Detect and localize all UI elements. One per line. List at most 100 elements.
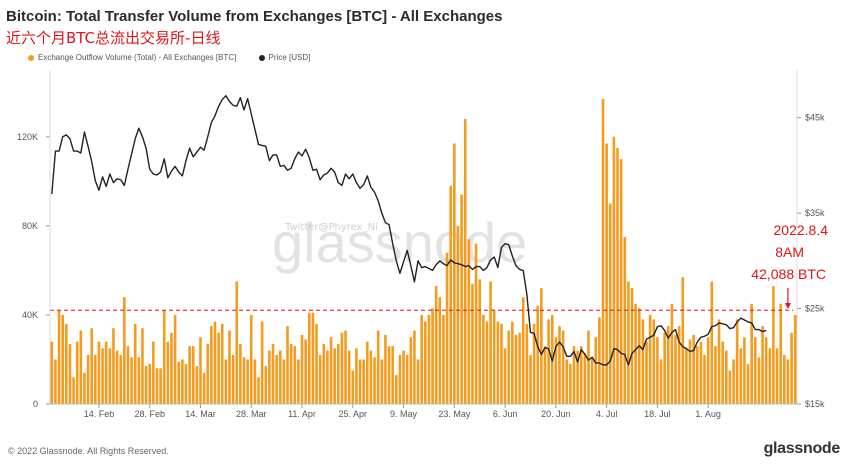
bar [442,314,445,404]
legend-item-outflow[interactable]: Exchange Outflow Volume (Total) - All Ex… [28,53,236,62]
bar [75,341,79,404]
bar [177,361,181,404]
footer-brand: glassnode [763,440,841,457]
bar [224,359,228,404]
bar [612,136,616,405]
x-tick-label: 20. Jun [541,409,571,419]
bar [199,337,202,404]
bar [641,319,645,404]
bar [152,341,155,404]
annotation-volume: 42,088 BTC [751,266,826,282]
bar [543,346,547,404]
bar [717,319,721,404]
bar [772,285,775,404]
bar [123,297,126,404]
bar [511,321,514,404]
bar [65,323,68,404]
y-left-tick-label: 80K [22,221,38,231]
price-line [51,95,767,366]
bar [311,312,315,404]
bar [239,343,242,404]
bar [108,348,112,404]
y-left-tick-label: 120K [17,132,38,142]
bar [384,334,387,404]
bar [307,312,311,404]
bar [405,355,409,404]
bar [663,332,666,404]
bar [681,277,685,404]
bar [97,341,101,404]
bar [347,350,351,404]
axes: 14. Feb 28. Feb 14. Mar 28. Mar 11. Apr 25. A… [17,70,825,419]
bar [685,348,688,404]
bar [460,194,463,404]
bar [598,317,601,404]
bar [315,323,318,404]
bar [57,310,61,404]
legend-item-price[interactable]: Price [USD] [258,53,310,62]
bar [601,98,605,404]
bar [358,359,362,404]
bar [703,355,706,404]
x-tick-label: 18. Jul [644,409,671,419]
y-left-tick-label: 40K [22,310,38,320]
bar [420,314,423,404]
bar [474,243,478,404]
bar [391,346,394,404]
bar [692,334,695,404]
bar [104,341,108,404]
bar [594,337,598,404]
bar [133,323,137,404]
bar [79,330,83,404]
bar [344,330,347,404]
bar [547,319,550,404]
bar [590,357,594,404]
bar [746,363,750,404]
x-tick-label: 25. Apr [339,409,368,419]
bar [634,303,637,404]
bar [253,359,257,404]
bar [181,359,184,404]
bar [61,314,64,404]
bar [170,332,173,404]
legend-swatch-price [258,54,265,61]
bar [249,314,253,404]
bar [514,334,518,404]
bar [86,355,90,404]
bar [438,297,442,404]
bar [68,343,72,404]
bar [579,346,583,404]
bar [666,326,670,404]
bar [786,359,790,404]
annotation-date: 2022.8.4 [773,222,829,238]
bar [322,343,326,404]
bar [318,355,322,404]
bar [456,225,460,404]
bar [485,321,489,404]
bar [478,279,482,404]
bar [246,359,249,404]
bar [416,359,420,404]
x-tick-label: 28. Feb [134,409,165,419]
bar [351,370,355,404]
bar [166,341,170,404]
bar [525,323,529,404]
bar [674,334,677,404]
bar [365,341,369,404]
watermark: glassnode [272,211,528,274]
bar [619,159,623,404]
bar [706,337,710,404]
bar [126,346,130,404]
bar [326,350,329,404]
bar [144,366,148,404]
legend: Exchange Outflow Volume (Total) - All Ex… [28,53,330,62]
bar [445,252,449,404]
bar [627,281,630,404]
bar [453,143,456,405]
bar [373,357,376,404]
bar [648,314,652,404]
bar [608,203,612,404]
bar [652,319,656,404]
x-tick-label: 14. Feb [84,409,115,419]
bar [148,363,152,404]
